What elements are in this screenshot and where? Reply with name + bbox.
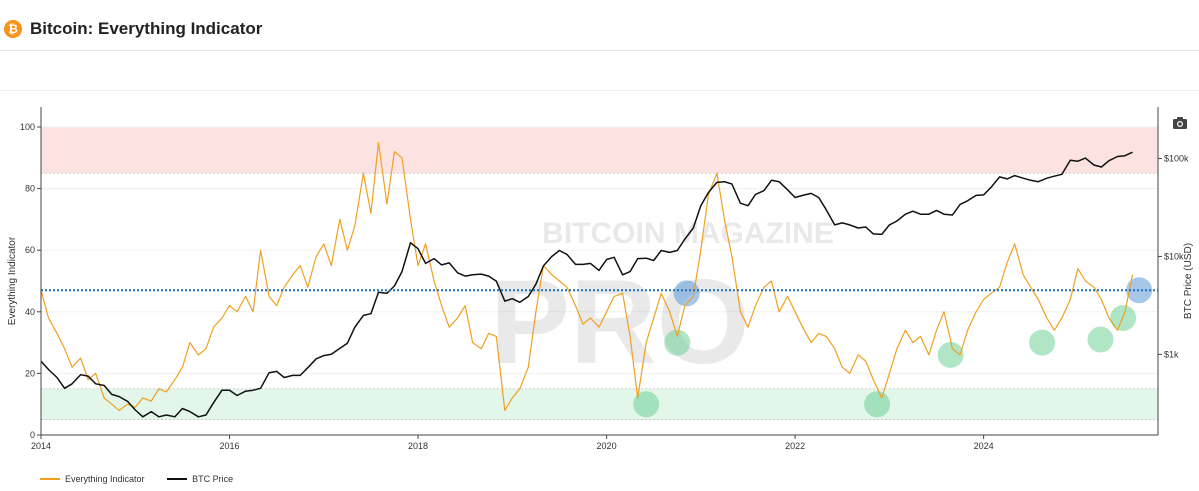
watermark-line1: BITCOIN MAGAZINE xyxy=(542,217,834,250)
annotation-marker-2 xyxy=(633,391,660,418)
series-line-btc-price xyxy=(40,151,1133,418)
camera-icon[interactable] xyxy=(1172,116,1188,130)
y-tick-label-80: 80 xyxy=(25,184,35,194)
legend-label-indicator: Everything Indicator xyxy=(65,474,145,484)
band-0 xyxy=(41,127,1158,174)
annotation-marker-3 xyxy=(664,329,691,356)
annotation-markers xyxy=(633,277,1153,418)
watermark-line2: PRO xyxy=(490,255,750,389)
band-1 xyxy=(41,388,1158,420)
y-tick-label-40: 40 xyxy=(25,307,35,317)
chart-axes: 0 20 40 60 80 100 $1k $10k $100k 2014 2016 2018 2020… xyxy=(20,107,1189,451)
y2-tick-label-100000: $100k xyxy=(1164,154,1189,164)
legend-swatch-btc-price xyxy=(167,478,188,480)
chart-header: ₿ Bitcoin: Everything Indicator xyxy=(0,0,1199,51)
series-line-everything-indicator xyxy=(40,141,1134,411)
legend-item-indicator[interactable]: Everything Indicator xyxy=(40,474,145,484)
legend-item-btc-price[interactable]: BTC Price xyxy=(167,474,233,484)
y-tick-label-20: 20 xyxy=(25,368,35,378)
legend: Everything Indicator BTC Price xyxy=(40,472,253,484)
y-tick-label-0: 0 xyxy=(30,430,35,440)
page-title: Bitcoin: Everything Indicator xyxy=(30,19,263,38)
x-tick-label-2014: 2014 xyxy=(31,441,51,451)
everything-indicator-chart: BITCOIN MAGAZINE PRO 0 20 40 60 80 100 $1k $10k… xyxy=(7,107,1194,451)
y-tick-label-100: 100 xyxy=(20,122,35,132)
y2-tick-label-10000: $10k xyxy=(1164,251,1184,261)
x-tick-label-2020: 2020 xyxy=(597,441,617,451)
annotation-marker-0 xyxy=(673,280,700,307)
annotation-marker-4 xyxy=(864,391,891,418)
y-tick-label-60: 60 xyxy=(25,245,35,255)
y-axis-label: Everything Indicator xyxy=(7,236,18,325)
chart-series xyxy=(40,141,1134,418)
watermark: BITCOIN MAGAZINE PRO xyxy=(490,217,834,389)
x-tick-label-2018: 2018 xyxy=(408,441,428,451)
chart-toolbar xyxy=(0,50,1199,129)
annotation-marker-7 xyxy=(1087,326,1114,353)
chart-bands xyxy=(41,126,1158,420)
x-tick-label-2022: 2022 xyxy=(785,441,805,451)
y2-tick-label-1000: $1k xyxy=(1164,349,1179,359)
legend-swatch-indicator xyxy=(40,478,60,480)
annotation-marker-1 xyxy=(1126,277,1153,304)
x-tick-label-2024: 2024 xyxy=(974,441,994,451)
annotation-marker-5 xyxy=(937,341,964,368)
y2-axis-label: BTC Price (USD) xyxy=(1183,243,1194,319)
legend-label-btc-price: BTC Price xyxy=(192,474,234,484)
x-tick-label-2016: 2016 xyxy=(220,441,240,451)
bitcoin-icon: ₿ xyxy=(4,20,22,38)
annotation-marker-6 xyxy=(1029,329,1056,356)
